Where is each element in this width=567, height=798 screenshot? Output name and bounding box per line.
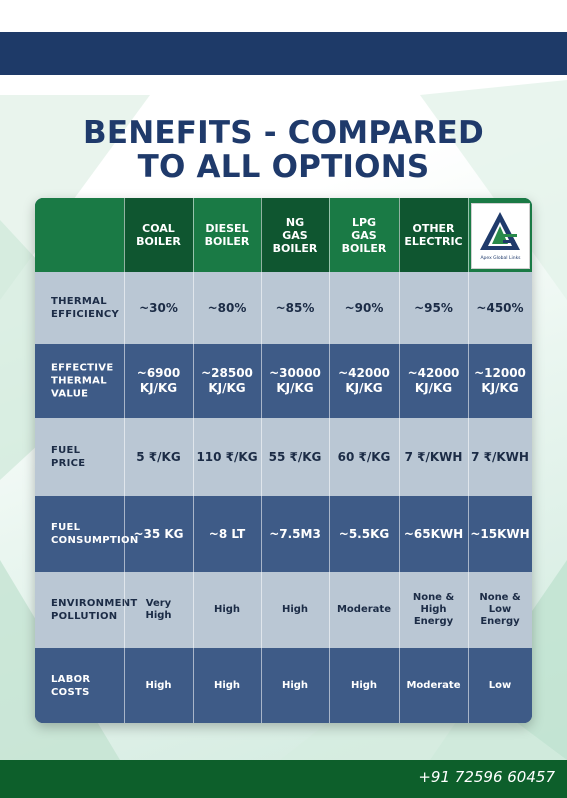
table-row: THERMAL EFFICIENCY ~30% ~80% ~85% ~90% ~95% ~4… xyxy=(35,272,532,344)
header-label: COAL BOILER xyxy=(136,222,181,248)
header-label: OTHER ELECTRIC xyxy=(404,222,463,248)
top-banner xyxy=(0,32,567,75)
logo-text: Apex Global Links xyxy=(480,255,521,261)
table-row: ENVIRONMENT POLLUTION Very High High High Mo… xyxy=(35,572,532,648)
table-cell: None & Low Energy xyxy=(479,592,521,627)
page-title: BENEFITS - COMPARED TO ALL OPTIONS xyxy=(0,116,567,184)
table-cell: High xyxy=(281,604,309,615)
table-cell: High xyxy=(213,604,241,615)
table-cell: ~35 KG xyxy=(133,526,184,541)
column-divider xyxy=(193,198,194,723)
row-label: FUEL CONSUMPTION xyxy=(51,522,139,546)
table-cell: Moderate xyxy=(406,679,461,691)
row-label: LABOR COSTS xyxy=(51,673,91,698)
table-cell: ~30% xyxy=(139,300,178,315)
table-cell: Very High xyxy=(145,598,172,621)
table-row: EFFECTIVE THERMAL VALUE ~6900 KJ/KG ~28500… xyxy=(35,344,532,418)
row-label: EFFECTIVE THERMAL VALUE xyxy=(51,362,114,400)
table-cell: 60 ₹/KG xyxy=(337,449,391,464)
table-cell: 55 ₹/KG xyxy=(268,449,322,464)
row-label: THERMAL EFFICIENCY xyxy=(51,296,120,320)
table-cell: High xyxy=(145,679,172,691)
table-cell: ~12000 KJ/KG xyxy=(474,366,526,395)
header-other-electric: OTHER ELECTRIC xyxy=(399,198,468,272)
table-row: FUEL CONSUMPTION ~35 KG ~8 LT ~7.5M3 ~5.5KG ~… xyxy=(35,496,532,572)
row-label: FUEL PRICE xyxy=(51,445,86,469)
table-cell: ~90% xyxy=(344,300,384,315)
phone-number: +91 72596 60457 xyxy=(418,768,555,786)
column-divider xyxy=(468,198,469,723)
table-cell: None & High Energy xyxy=(412,592,455,627)
table-cell: ~28500 KJ/KG xyxy=(201,366,253,395)
row-label: ENVIRONMENT POLLUTION xyxy=(51,598,138,622)
table-cell: ~80% xyxy=(207,300,247,315)
table-cell: ~30000 KJ/KG xyxy=(269,366,321,395)
table-cell: ~95% xyxy=(414,300,453,315)
table-cell: 5 ₹/KG xyxy=(136,449,181,464)
table-header: COAL BOILER DIESEL BOILER NG GAS BOILER … xyxy=(35,198,532,272)
header-coal-boiler: COAL BOILER xyxy=(124,198,193,272)
header-ng-gas-boiler: NG GAS BOILER xyxy=(261,198,329,272)
table-cell: ~6900 KJ/KG xyxy=(136,366,181,395)
table-cell: 110 ₹/KG xyxy=(196,449,258,464)
table-cell: ~42000 KJ/KG xyxy=(338,366,390,395)
table-row: FUEL PRICE 5 ₹/KG 110 ₹/KG 55 ₹/KG 60 ₹/KG 7 … xyxy=(35,418,532,496)
table-cell: ~5.5KG xyxy=(338,526,390,541)
column-divider xyxy=(399,198,400,723)
column-divider xyxy=(124,198,125,723)
table-cell: Low xyxy=(488,679,512,691)
comparison-table: COAL BOILER DIESEL BOILER NG GAS BOILER … xyxy=(35,198,532,723)
column-divider xyxy=(261,198,262,723)
table-cell: ~450% xyxy=(476,300,524,315)
table-cell: Moderate xyxy=(336,604,391,615)
column-divider xyxy=(329,198,330,723)
table-cell: ~15KWH xyxy=(470,526,530,541)
header-label: NG GAS BOILER xyxy=(272,215,318,255)
header-label: LPG GAS BOILER xyxy=(341,215,387,255)
table-cell: High xyxy=(281,679,309,691)
table-cell: ~85% xyxy=(275,300,315,315)
table-cell: ~65KWH xyxy=(403,526,464,541)
table-cell: ~7.5M3 xyxy=(269,526,321,541)
table-cell: ~42000 KJ/KG xyxy=(407,366,460,395)
header-label: DIESEL BOILER xyxy=(204,222,250,248)
table-cell: 7 ₹/KWH xyxy=(471,449,529,464)
table-cell: 7 ₹/KWH xyxy=(404,449,463,464)
title-line-1: BENEFITS - COMPARED xyxy=(83,115,484,151)
table-cell: High xyxy=(213,679,241,691)
company-logo: Apex Global Links xyxy=(471,203,530,269)
header-diesel-boiler: DIESEL BOILER xyxy=(193,198,261,272)
table-row: LABOR COSTS High High High High Moderate Low xyxy=(35,648,532,723)
title-line-2: TO ALL OPTIONS xyxy=(137,149,430,185)
table-cell: High xyxy=(350,679,378,691)
header-lpg-gas-boiler: LPG GAS BOILER xyxy=(329,198,399,272)
table-cell: ~8 LT xyxy=(208,526,246,541)
footer-bar xyxy=(0,760,567,798)
